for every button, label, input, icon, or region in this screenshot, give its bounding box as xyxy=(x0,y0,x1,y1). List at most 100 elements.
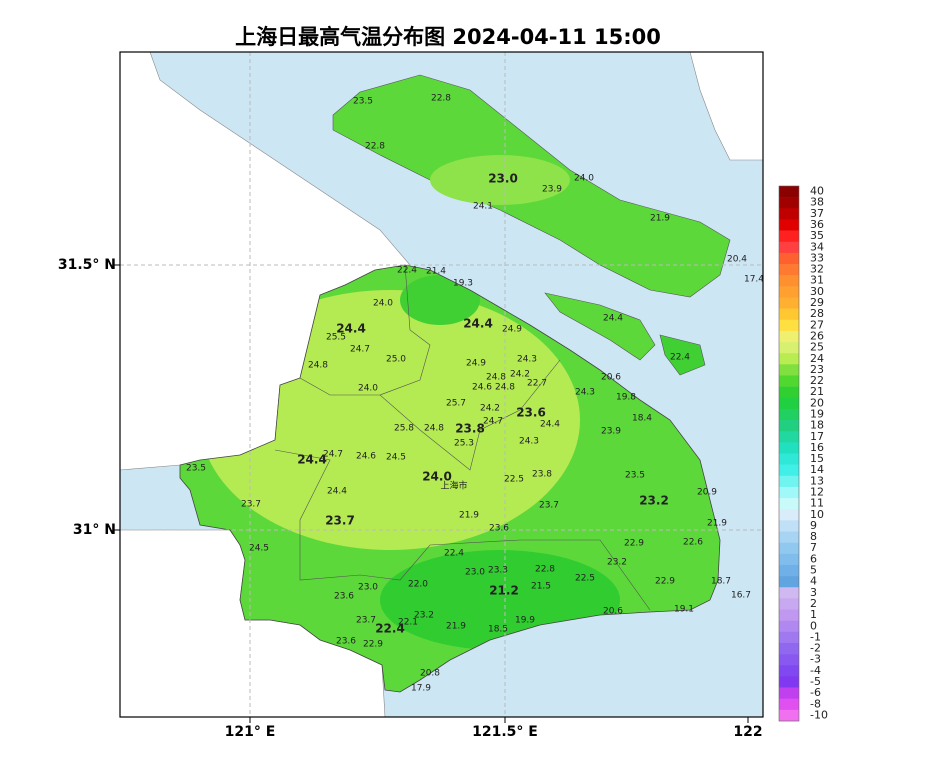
colorbar-label: 35 xyxy=(810,229,824,242)
station-label: 20.9 xyxy=(697,488,717,498)
station-label: 23.6 xyxy=(336,637,356,647)
station-label: 23.9 xyxy=(601,427,621,437)
colorbar-swatch xyxy=(779,509,799,521)
colorbar-label: 30 xyxy=(810,285,824,298)
colorbar-label: 34 xyxy=(810,240,824,253)
station-label: 23.7 xyxy=(356,616,376,626)
station-label: 21.9 xyxy=(459,511,479,521)
station-label: 24.3 xyxy=(575,388,595,398)
station-label: 23.5 xyxy=(353,97,373,107)
colorbar-swatch xyxy=(779,364,799,376)
colorbar-swatch xyxy=(779,264,799,276)
colorbar-swatch xyxy=(779,408,799,421)
station-label: 23.0 xyxy=(465,568,485,578)
station-label: 17.4 xyxy=(744,275,764,285)
station-label: 上海市 xyxy=(440,480,467,492)
colorbar-label: 15 xyxy=(810,452,824,465)
colorbar-label: 27 xyxy=(810,318,824,331)
colorbar-label: 10 xyxy=(810,508,824,521)
station-label: 23.8 xyxy=(532,470,552,480)
station-label: 24.5 xyxy=(386,453,406,463)
station-label: 24.8 xyxy=(424,424,444,434)
colorbar-label: 0 xyxy=(810,619,817,632)
colorbar-label: -2 xyxy=(810,642,821,655)
land xyxy=(689,52,763,161)
colorbar-label: 22 xyxy=(810,374,824,387)
colorbar-swatch xyxy=(779,587,799,599)
colorbar-label: 20 xyxy=(810,396,824,409)
station-label: 24.8 xyxy=(495,383,515,393)
station-label: 22.8 xyxy=(431,94,451,104)
colorbar-swatch xyxy=(779,709,799,722)
colorbar-label: 26 xyxy=(810,329,824,342)
colorbar-label: 40 xyxy=(810,185,824,198)
station-label: 21.2 xyxy=(489,584,519,598)
station-label: 22.4 xyxy=(375,622,405,636)
colorbar-swatch xyxy=(779,665,799,677)
x-tick-label: 121.5° E xyxy=(472,724,538,740)
station-label: 23.9 xyxy=(542,185,562,195)
colorbar-label: 33 xyxy=(810,251,824,264)
colorbar-swatch xyxy=(779,576,799,588)
station-label: 19.9 xyxy=(515,616,535,626)
colorbar-swatch xyxy=(779,642,799,655)
colorbar-swatch xyxy=(779,353,799,365)
colorbar-label: -10 xyxy=(810,708,828,721)
colorbar-label: 7 xyxy=(810,541,817,554)
station-label: 25.5 xyxy=(326,333,346,343)
station-label: 24.3 xyxy=(519,437,539,447)
cool-zone xyxy=(400,275,480,325)
station-label: 23.0 xyxy=(488,172,518,186)
colorbar-label: 5 xyxy=(810,564,817,577)
station-label: 21.5 xyxy=(531,582,551,592)
station-label: 21.9 xyxy=(446,622,466,632)
colorbar-swatch xyxy=(779,219,799,231)
colorbar-swatch xyxy=(779,654,799,666)
station-label: 25.7 xyxy=(446,399,466,409)
colorbar-label: -8 xyxy=(810,697,821,710)
colorbar: 4038373635343332313029282726252423222120… xyxy=(778,185,828,722)
station-label: 22.4 xyxy=(397,266,417,276)
station-label: 22.4 xyxy=(444,549,464,559)
station-labels: 23.5 22.8 22.8 23.0 23.9 24.0 24.1 21.9 20.4 17.4… xyxy=(186,94,764,694)
colorbar-label: 23 xyxy=(810,363,824,376)
colorbar-swatch xyxy=(779,453,799,465)
frame xyxy=(119,51,764,718)
colorbar-label: 4 xyxy=(810,575,817,588)
station-label: 22.9 xyxy=(363,640,383,650)
station-label: 20.6 xyxy=(603,607,623,617)
station-label: 16.7 xyxy=(731,591,751,601)
station-label: 22.9 xyxy=(655,577,675,587)
colorbar-swatch xyxy=(779,531,799,543)
station-label: 22.1 xyxy=(398,618,418,628)
colorbar-swatch xyxy=(779,275,799,287)
station-label: 22.8 xyxy=(365,142,385,152)
colorbar-label: 32 xyxy=(810,263,824,276)
colorbar-swatch xyxy=(779,431,799,443)
station-label: 21.9 xyxy=(650,214,670,224)
station-label: 22.5 xyxy=(504,475,524,485)
warm-zone xyxy=(430,155,570,205)
station-label: 24.6 xyxy=(356,452,376,462)
station-label: 22.7 xyxy=(527,379,547,389)
colorbar-swatch xyxy=(779,197,799,209)
station-label: 18.4 xyxy=(632,414,652,424)
colorbar-label: 9 xyxy=(810,519,817,532)
station-label: 20.6 xyxy=(601,373,621,383)
station-label: 23.5 xyxy=(625,471,645,481)
station-label: 24.7 xyxy=(323,450,343,460)
map-title: 上海日最高气温分布图 2024-04-11 15:00 xyxy=(235,25,661,49)
colorbar-swatch xyxy=(779,676,799,688)
district-boundary xyxy=(274,449,651,611)
colorbar-label: 6 xyxy=(810,552,817,565)
colorbar-label: -1 xyxy=(810,630,821,643)
station-label: 23.2 xyxy=(639,494,669,508)
colorbar-swatch xyxy=(779,230,799,243)
colorbar-label: 29 xyxy=(810,296,824,309)
station-label: 23.2 xyxy=(607,558,627,568)
colorbar-swatch xyxy=(779,252,799,265)
colorbar-label: -4 xyxy=(810,664,821,677)
station-label: 19.3 xyxy=(453,279,473,289)
station-label: 23.2 xyxy=(414,611,434,621)
x-tick-label: 122 xyxy=(733,724,762,740)
